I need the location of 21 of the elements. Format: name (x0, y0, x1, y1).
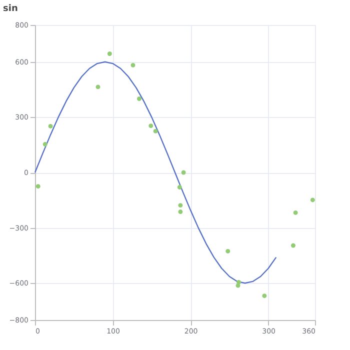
point (290, 243, 296, 248)
point (36, 184, 40, 189)
point (148, 124, 154, 128)
chart-title: sin (3, 4, 18, 14)
point (310, 198, 315, 202)
point (226, 248, 230, 254)
point (48, 124, 53, 128)
point (236, 280, 242, 284)
point (136, 96, 142, 101)
line-series (34, 61, 277, 284)
point (181, 170, 186, 175)
point (107, 52, 112, 56)
point (177, 185, 182, 190)
point (153, 128, 158, 134)
point (178, 210, 183, 214)
point (130, 62, 136, 68)
point (42, 142, 48, 147)
point (178, 203, 183, 208)
point (293, 210, 298, 215)
point (262, 294, 267, 298)
point (96, 84, 100, 90)
